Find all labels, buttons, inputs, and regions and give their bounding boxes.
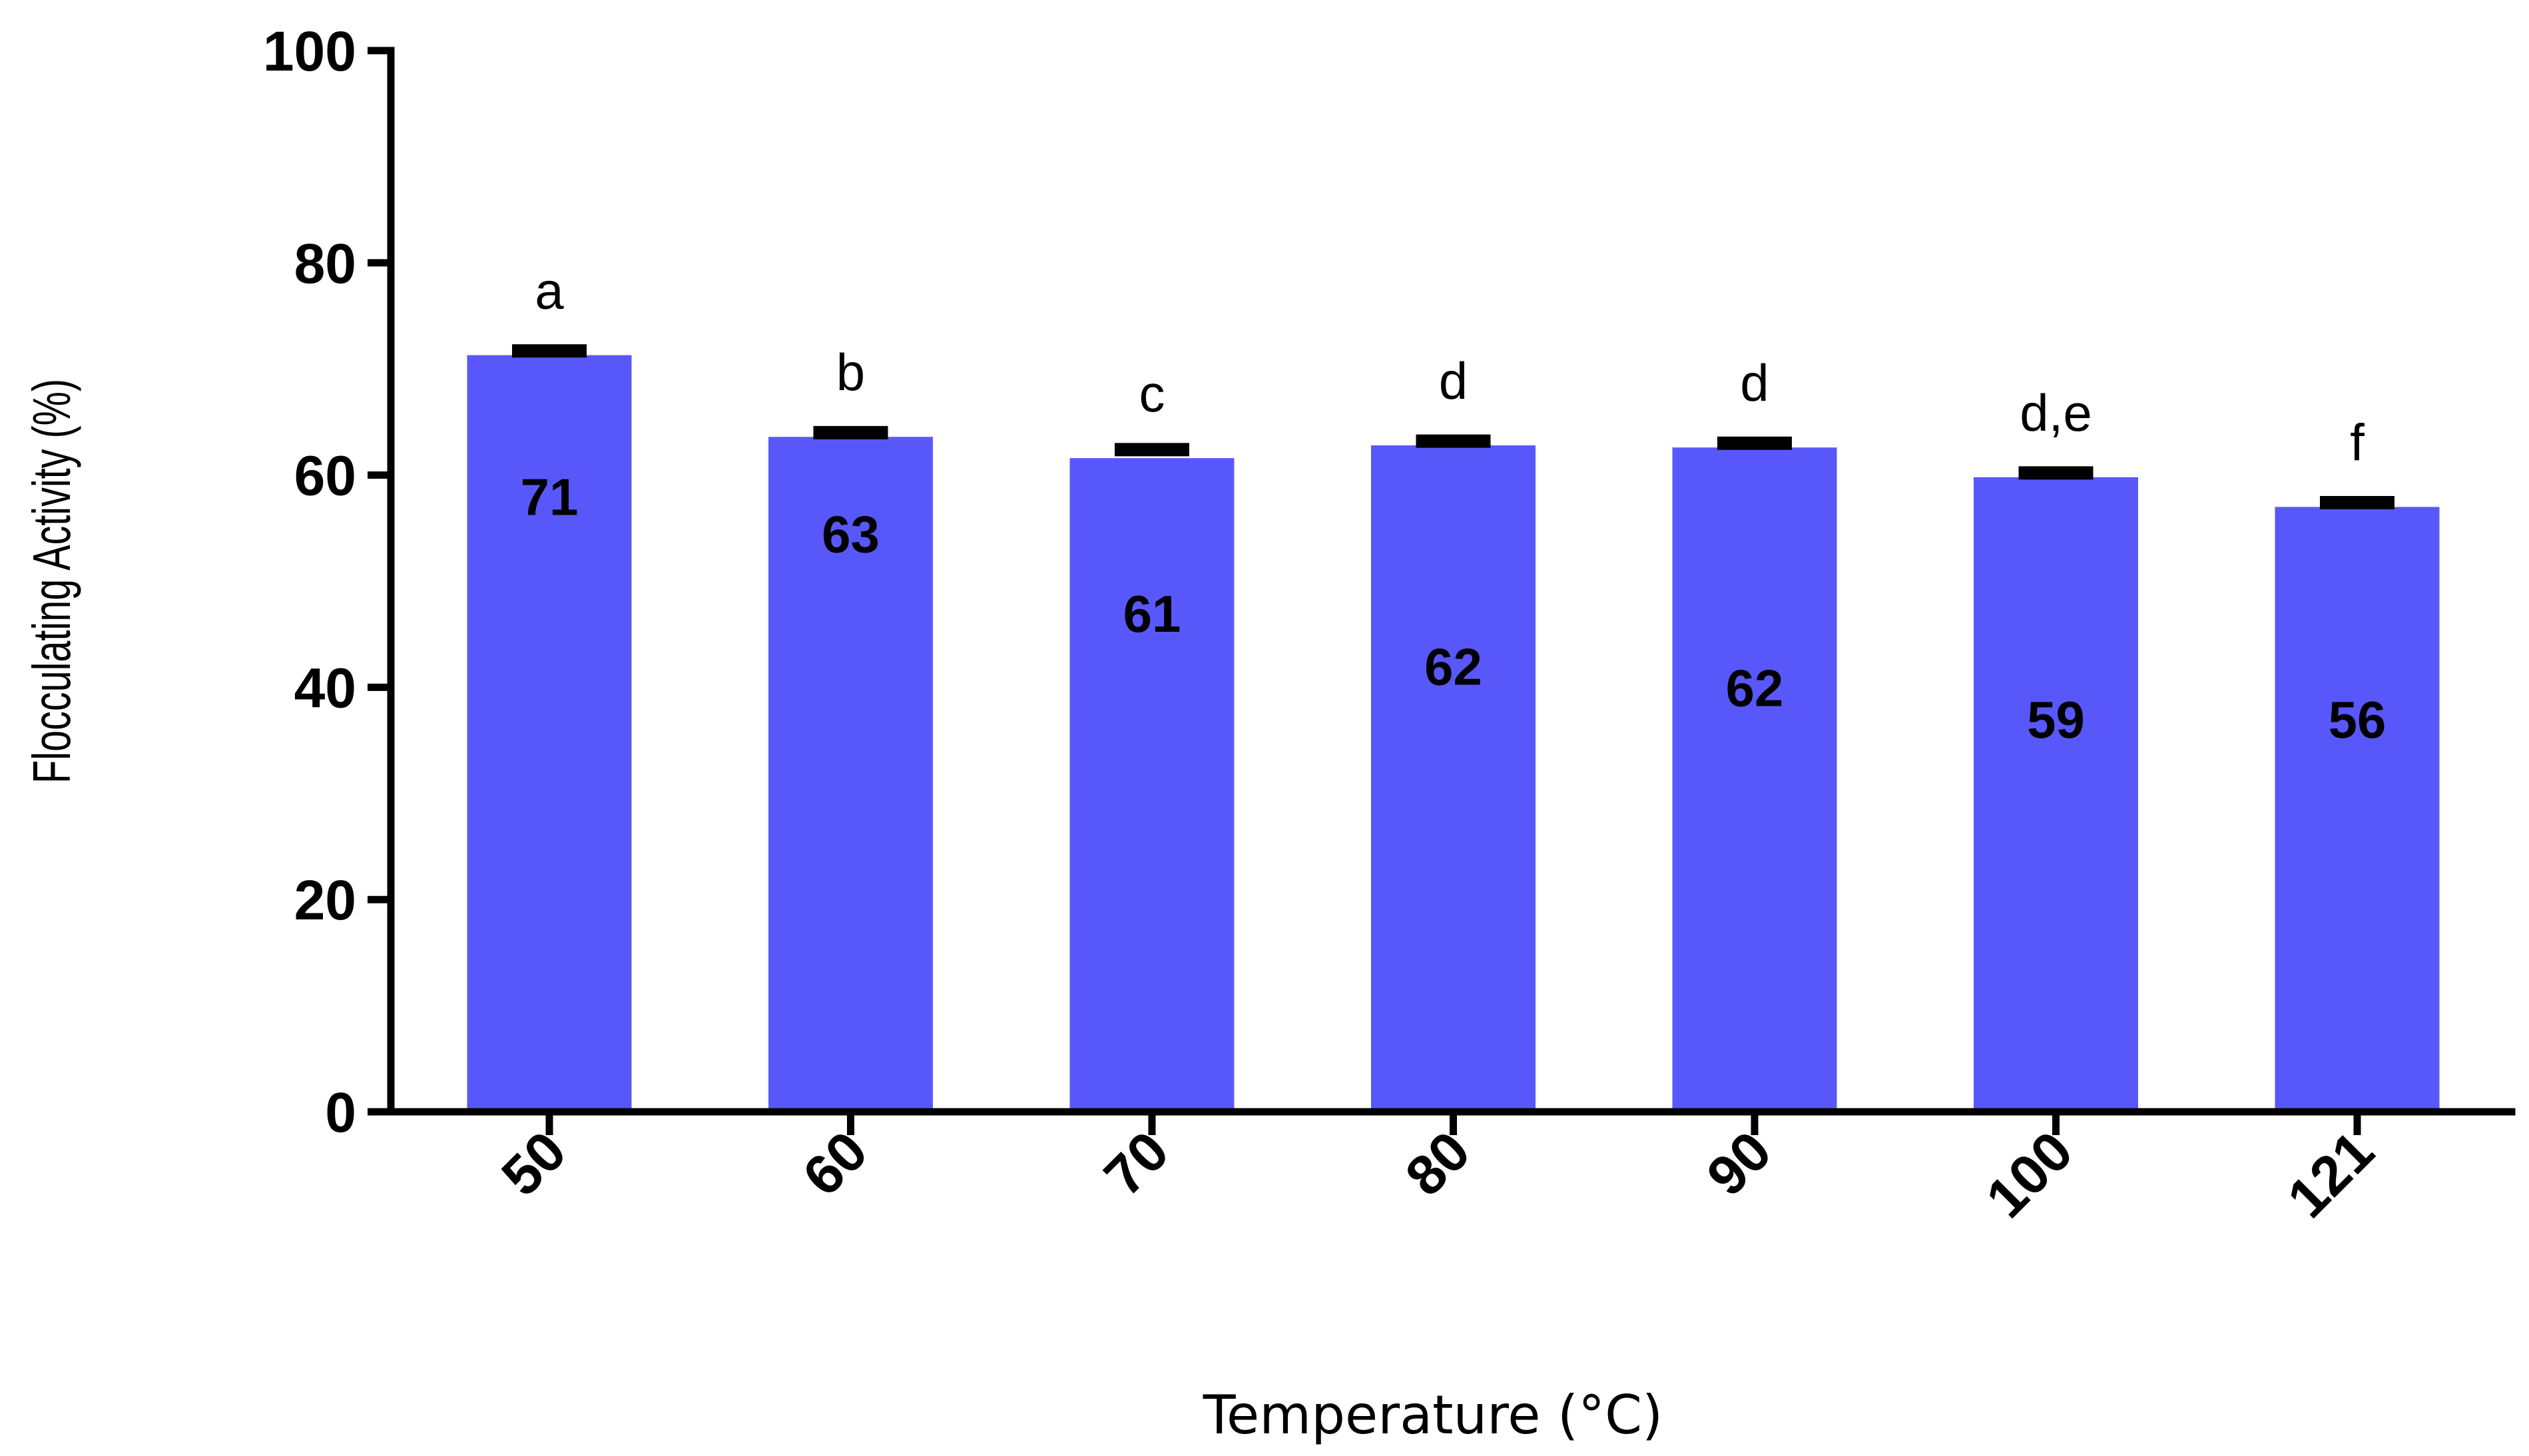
y-ticks-group: 0 20 40 60 80 100: [263, 20, 391, 1144]
y-tick-label: 60: [294, 445, 356, 507]
value-label: 63: [822, 505, 880, 563]
y-tick-label: 80: [294, 232, 356, 295]
x-tick-label: 60: [791, 1119, 880, 1208]
x-axis-label: Temperature (°C): [1203, 1384, 1663, 1446]
significance-letter: c: [1139, 364, 1165, 423]
bar: [1672, 447, 1837, 1112]
value-label: 62: [1726, 658, 1784, 717]
significance-letter: f: [2350, 413, 2365, 471]
value-label: 62: [1424, 638, 1482, 696]
significance-letter: a: [535, 261, 564, 320]
x-tick-label: 70: [1092, 1119, 1181, 1208]
bar: [1069, 458, 1235, 1112]
y-tick-label: 40: [294, 656, 356, 719]
bar: [768, 437, 933, 1112]
bar-labels-group: 71 a 63 b 61 c 62 d 62 d 59 d,e 56 f: [521, 261, 2387, 749]
bar: [1974, 477, 2138, 1112]
value-label: 71: [521, 467, 579, 526]
y-tick-label: 100: [263, 20, 356, 83]
significance-letter: b: [836, 343, 865, 401]
bar: [2275, 507, 2440, 1112]
significance-letter: d: [1439, 352, 1468, 410]
y-tick-label: 20: [294, 869, 356, 931]
significance-letter: d: [1740, 354, 1769, 412]
x-tick-label: 100: [1974, 1119, 2085, 1230]
x-ticks-group: 50 60 70 80 90 100 121: [489, 1112, 2386, 1230]
value-label: 59: [2027, 690, 2085, 749]
bar: [1371, 445, 1536, 1112]
value-label: 61: [1123, 585, 1181, 643]
significance-letter: d,e: [2020, 383, 2092, 442]
y-axis-label: Flocculating Activity (%): [22, 379, 82, 784]
bar: [467, 355, 632, 1112]
value-label: 56: [2329, 690, 2387, 749]
y-tick-label: 0: [325, 1081, 356, 1144]
x-tick-label: 90: [1695, 1119, 1783, 1208]
x-tick-label: 121: [2275, 1119, 2386, 1230]
bars-group: [467, 344, 2440, 1112]
x-tick-label: 80: [1394, 1119, 1482, 1208]
x-tick-label: 50: [489, 1119, 578, 1208]
